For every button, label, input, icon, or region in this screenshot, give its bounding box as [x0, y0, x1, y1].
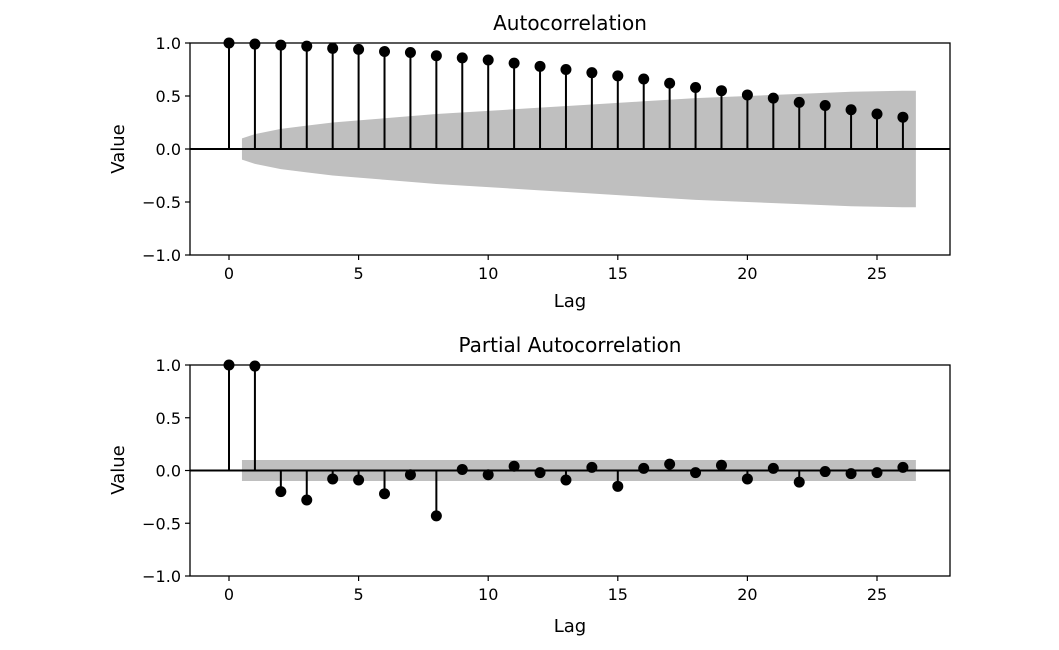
stem-marker	[404, 47, 416, 59]
stem-marker	[845, 104, 857, 116]
stem-marker	[534, 60, 546, 72]
stem-marker	[871, 467, 883, 479]
stem-marker	[871, 108, 883, 120]
y-tick-label: 0.5	[156, 87, 181, 106]
pacf-x-ticks: 0 5 10 15 20 25	[224, 576, 887, 604]
stem-marker	[767, 462, 779, 474]
stem-marker	[430, 50, 442, 62]
stem-marker	[819, 466, 831, 478]
acf-title: Autocorrelation	[493, 11, 647, 35]
stem-marker	[327, 42, 339, 54]
stem-marker	[379, 488, 391, 500]
y-tick-label: −0.5	[142, 193, 181, 212]
stem-marker	[249, 38, 261, 50]
stem-marker	[715, 85, 727, 97]
stem-marker	[430, 510, 442, 522]
stem-marker	[819, 100, 831, 112]
x-tick-label: 25	[867, 264, 887, 283]
x-tick-label: 0	[224, 264, 234, 283]
y-tick-label: 0.0	[156, 140, 181, 159]
y-tick-label: −1.0	[142, 567, 181, 586]
acf-plot: Autocorrelation −1.0 −0.5 0.0 0.5 1.0 0 5 10 15…	[108, 11, 951, 312]
stem-marker	[508, 57, 520, 69]
acf-ylabel: Value	[108, 124, 129, 173]
y-tick-label: −0.5	[142, 514, 181, 533]
stem-marker	[275, 486, 287, 498]
stem-marker	[897, 111, 909, 123]
stem-marker	[301, 494, 313, 506]
stem-marker	[741, 473, 753, 485]
stem-marker	[560, 474, 572, 486]
stem-marker	[638, 73, 650, 85]
stem-marker	[353, 474, 365, 486]
pacf-title: Partial Autocorrelation	[459, 333, 682, 357]
x-tick-label: 25	[867, 585, 887, 604]
stem-marker	[456, 463, 468, 475]
y-tick-label: −1.0	[142, 246, 181, 265]
stem-marker	[897, 461, 909, 473]
stem-marker	[664, 458, 676, 470]
x-tick-label: 20	[737, 264, 757, 283]
x-tick-label: 5	[354, 585, 364, 604]
stem-marker	[715, 459, 727, 471]
x-tick-label: 15	[608, 264, 628, 283]
stem-marker	[379, 45, 391, 57]
x-tick-label: 5	[354, 264, 364, 283]
stem-marker	[301, 40, 313, 52]
x-tick-label: 10	[478, 585, 498, 604]
stem-marker	[586, 461, 598, 473]
stem-marker	[845, 468, 857, 480]
stem-marker	[482, 54, 494, 66]
y-tick-label: 0.0	[156, 462, 181, 481]
pacf-xlabel: Lag	[554, 616, 586, 637]
stem-marker	[404, 469, 416, 481]
stem-marker	[690, 467, 702, 479]
x-tick-label: 0	[224, 585, 234, 604]
x-tick-label: 20	[737, 585, 757, 604]
stem-marker	[690, 82, 702, 94]
pacf-y-ticks: −1.0 −0.5 0.0 0.5 1.0	[142, 356, 190, 586]
stem-marker	[508, 460, 520, 472]
stem-marker	[275, 39, 287, 51]
y-tick-label: 1.0	[156, 356, 181, 375]
stem-marker	[638, 462, 650, 474]
stem-marker	[482, 469, 494, 481]
stem-marker	[534, 467, 546, 479]
acf-xlabel: Lag	[554, 291, 586, 312]
stem-marker	[793, 476, 805, 488]
pacf-plot: Partial Autocorrelation −1.0 −0.5 0.0 0.5 1.…	[108, 333, 951, 637]
stem-marker	[327, 473, 339, 485]
pacf-stems	[223, 359, 909, 522]
acf-y-ticks: −1.0 −0.5 0.0 0.5 1.0	[142, 34, 190, 265]
stem-marker	[664, 77, 676, 89]
acf-x-ticks: 0 5 10 15 20 25	[224, 255, 887, 283]
pacf-ylabel: Value	[108, 445, 129, 494]
stem-marker	[612, 480, 624, 492]
stem-marker	[456, 52, 468, 64]
x-tick-label: 15	[608, 585, 628, 604]
stem-marker	[249, 360, 261, 372]
y-tick-label: 1.0	[156, 34, 181, 53]
stem-marker	[560, 64, 572, 75]
stem-marker	[586, 67, 598, 79]
x-tick-label: 10	[478, 264, 498, 283]
stem-marker	[741, 89, 753, 101]
stem-marker	[793, 96, 805, 108]
y-tick-label: 0.5	[156, 409, 181, 428]
stem-marker	[353, 43, 365, 55]
stem-marker	[767, 92, 779, 104]
stem-marker	[612, 70, 624, 82]
